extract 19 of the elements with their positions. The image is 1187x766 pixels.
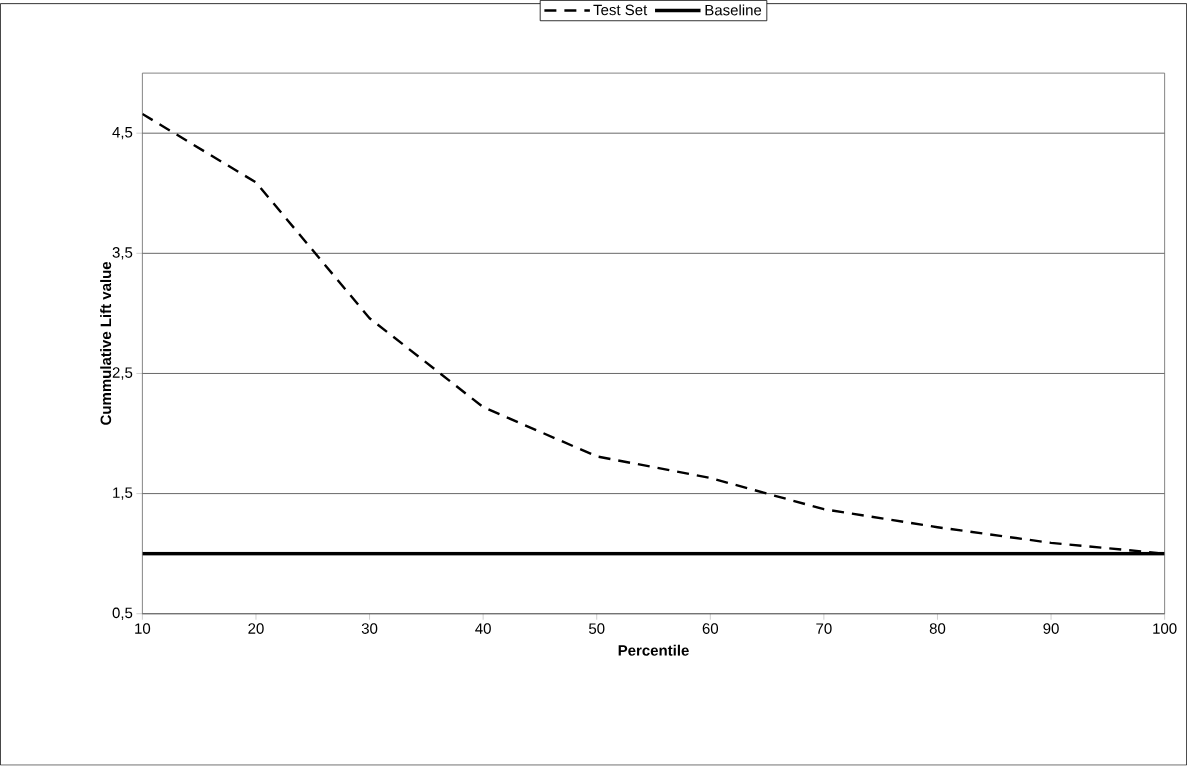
y-tick-label: 0,5	[112, 607, 133, 621]
x-tick-label: 80	[929, 623, 946, 635]
x-tick-label: 50	[588, 623, 605, 635]
x-tick-label: 30	[361, 623, 378, 635]
x-axis-title: Percentile	[618, 644, 689, 656]
y-tick-label: 4,5	[112, 127, 133, 140]
legend-label: Test Set	[593, 4, 648, 16]
legend-label: Baseline	[705, 4, 762, 16]
x-tick-label: 60	[702, 623, 719, 635]
y-tick-label: 1,5	[113, 487, 133, 500]
y-tick-label: 3,5	[112, 247, 133, 260]
y-tick-label: 2,5	[112, 367, 133, 380]
y-axis-title: Cummulative Lift value	[100, 262, 112, 426]
x-tick-label: 70	[816, 623, 832, 635]
x-tick-label: 10	[135, 623, 151, 635]
x-tick-label: 20	[248, 623, 264, 635]
x-tick-label: 90	[1043, 623, 1059, 635]
x-tick-label: 40	[475, 623, 491, 635]
x-tick-label: 100	[1153, 623, 1177, 635]
